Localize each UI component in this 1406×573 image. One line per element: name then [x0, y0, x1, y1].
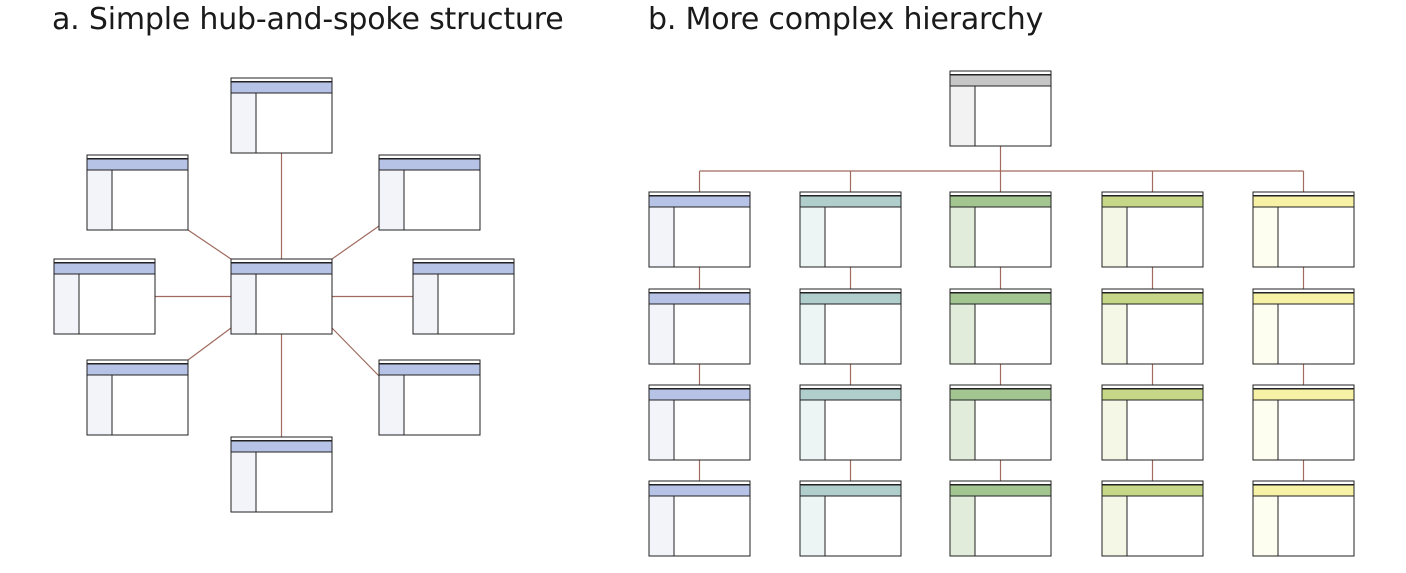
hierarchy-page-c4-r2: [1101, 288, 1204, 365]
page-sidebar: [230, 273, 257, 335]
page-header-bar: [648, 388, 751, 401]
spoke-connector: [331, 225, 380, 260]
spoke-right-page: [412, 258, 515, 335]
page-header-bar: [1101, 388, 1204, 401]
page-header-bar: [230, 440, 333, 453]
page-sidebar: [1101, 206, 1128, 268]
page-header-bar: [949, 195, 1052, 208]
hierarchy-page-c1-r2: [648, 288, 751, 365]
spoke-connector: [187, 229, 232, 260]
spoke-connector: [331, 327, 380, 377]
hierarchy-page-c2-r4: [799, 480, 902, 557]
page-sidebar: [230, 451, 257, 513]
page-sidebar: [949, 303, 976, 365]
spoke-connector: [187, 327, 232, 361]
hierarchy-page-c5-r2: [1252, 288, 1355, 365]
page-header-bar: [86, 363, 189, 376]
page-header-bar: [1252, 388, 1355, 401]
page-header-bar: [949, 74, 1052, 87]
hierarchy-page-c4-r4: [1101, 480, 1204, 557]
page-header-bar: [799, 292, 902, 305]
hierarchy-page-c3-r3: [949, 384, 1052, 461]
panel-b-title: b. More complex hierarchy: [648, 2, 1044, 37]
hierarchy-page-c4-r3: [1101, 384, 1204, 461]
page-header-bar: [53, 262, 156, 275]
page-sidebar: [799, 206, 826, 268]
page-header-bar: [1101, 484, 1204, 497]
panel-a-title: a. Simple hub-and-spoke structure: [52, 2, 564, 37]
page-header-bar: [799, 195, 902, 208]
page-sidebar: [412, 273, 439, 335]
hierarchy-page-c5-r1: [1252, 191, 1355, 268]
page-header-bar: [1101, 292, 1204, 305]
spoke-top-left-page: [86, 154, 189, 231]
hierarchy-page-c3-r4: [949, 480, 1052, 557]
page-header-bar: [648, 195, 751, 208]
page-sidebar: [949, 206, 976, 268]
hierarchy-page-c5-r4: [1252, 480, 1355, 557]
page-sidebar: [1252, 303, 1279, 365]
page-header-bar: [949, 484, 1052, 497]
hierarchy-page-c2-r2: [799, 288, 902, 365]
page-header-bar: [230, 81, 333, 94]
hierarchy-page-c5-r3: [1252, 384, 1355, 461]
page-sidebar: [799, 495, 826, 557]
page-sidebar: [1252, 206, 1279, 268]
page-header-bar: [1252, 292, 1355, 305]
page-sidebar: [378, 374, 405, 436]
page-sidebar: [1101, 303, 1128, 365]
page-sidebar: [799, 303, 826, 365]
spoke-left-page: [53, 258, 156, 335]
page-header-bar: [412, 262, 515, 275]
page-sidebar: [648, 495, 675, 557]
page-sidebar: [1101, 495, 1128, 557]
page-sidebar: [230, 92, 257, 154]
page-sidebar: [86, 169, 113, 231]
hierarchy-page-c1-r3: [648, 384, 751, 461]
page-header-bar: [799, 484, 902, 497]
page-sidebar: [1252, 495, 1279, 557]
page-sidebar: [53, 273, 80, 335]
page-sidebar: [949, 495, 976, 557]
page-header-bar: [949, 388, 1052, 401]
page-header-bar: [230, 262, 333, 275]
page-sidebar: [1101, 399, 1128, 461]
spoke-bottom-page: [230, 436, 333, 513]
page-header-bar: [949, 292, 1052, 305]
page-sidebar: [86, 374, 113, 436]
hierarchy-page-c3-r1: [949, 191, 1052, 268]
page-header-bar: [86, 158, 189, 171]
page-sidebar: [648, 206, 675, 268]
page-header-bar: [648, 292, 751, 305]
spoke-top-right-page: [378, 154, 481, 231]
spoke-bottom-left-page: [86, 359, 189, 436]
spoke-bottom-right-page: [378, 359, 481, 436]
page-header-bar: [378, 158, 481, 171]
page-sidebar: [378, 169, 405, 231]
page-header-bar: [1101, 195, 1204, 208]
page-header-bar: [378, 363, 481, 376]
hierarchy-page-c2-r1: [799, 191, 902, 268]
page-header-bar: [1252, 484, 1355, 497]
root-page: [949, 70, 1052, 147]
page-sidebar: [1252, 399, 1279, 461]
page-header-bar: [648, 484, 751, 497]
hierarchy-page-c2-r3: [799, 384, 902, 461]
hub-page: [230, 258, 333, 335]
page-sidebar: [799, 399, 826, 461]
hierarchy-page-c1-r4: [648, 480, 751, 557]
page-header-bar: [799, 388, 902, 401]
hierarchy-page-c3-r2: [949, 288, 1052, 365]
page-sidebar: [949, 85, 976, 147]
spoke-top-page: [230, 77, 333, 154]
page-sidebar: [648, 303, 675, 365]
hierarchy-page-c4-r1: [1101, 191, 1204, 268]
page-sidebar: [648, 399, 675, 461]
page-header-bar: [1252, 195, 1355, 208]
hierarchy-page-c1-r1: [648, 191, 751, 268]
page-sidebar: [949, 399, 976, 461]
